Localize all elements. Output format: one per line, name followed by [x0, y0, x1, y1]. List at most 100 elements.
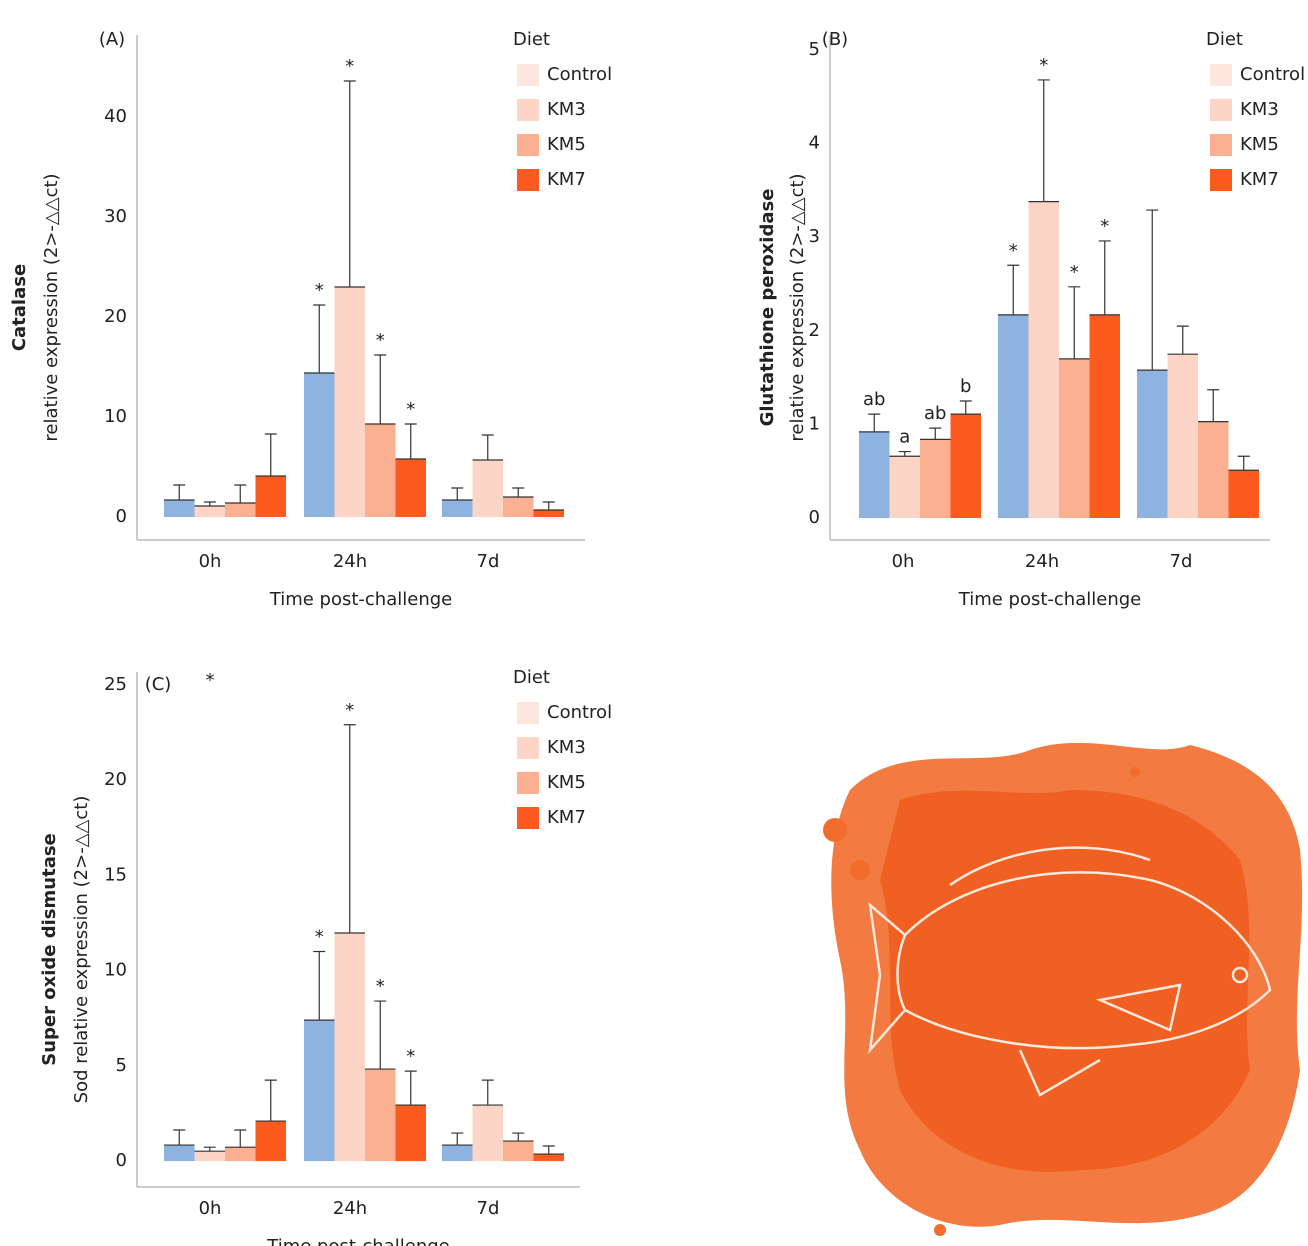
legend-title: Diet	[513, 29, 550, 50]
data-label: *	[1070, 262, 1079, 283]
error-bar	[889, 450, 920, 457]
legend-label: KM7	[1240, 169, 1279, 190]
data-label: *	[1009, 240, 1018, 261]
panel-label: (A)	[99, 29, 125, 50]
y-tick-label: 5	[116, 1055, 127, 1076]
error-bar	[1167, 325, 1198, 355]
x-tick-label: 7d	[477, 551, 500, 572]
data-label: *	[406, 1046, 415, 1067]
bar	[395, 459, 426, 517]
y-tick-label: 5	[809, 39, 820, 60]
bar	[1089, 314, 1120, 519]
data-label: *	[345, 56, 354, 77]
legend-label: KM3	[547, 737, 586, 758]
panel-label: (B)	[822, 29, 848, 50]
x-axis-title: Time post-challenge	[269, 589, 452, 610]
y-tick-label: 10	[104, 960, 127, 981]
legend-swatch	[1210, 64, 1232, 86]
error-bar	[998, 264, 1029, 316]
bar	[225, 1147, 256, 1162]
error-bar	[1137, 209, 1168, 371]
bar	[1059, 358, 1090, 519]
legend-label: KM3	[547, 99, 586, 120]
bar	[859, 431, 890, 519]
x-tick-label: 0h	[892, 551, 915, 572]
error-bar	[920, 427, 951, 440]
legend-swatch	[517, 134, 539, 156]
y-axis-title: Super oxide dismutase	[39, 833, 60, 1066]
legend-swatch	[517, 737, 539, 759]
error-bar	[194, 1146, 225, 1152]
y-axis-label: relative expression (2>-△△ct)	[41, 173, 62, 441]
bar	[164, 1145, 195, 1162]
x-axis-title: Time post-challenge	[958, 589, 1141, 610]
bar	[442, 1145, 473, 1162]
bar	[1228, 470, 1259, 519]
error-bar	[255, 433, 286, 477]
error-bar	[225, 484, 256, 504]
y-axis-title: Catalase	[9, 264, 30, 351]
legend-swatch	[1210, 134, 1232, 156]
bar	[365, 424, 396, 517]
bar	[194, 506, 225, 517]
y-tick-label: 0	[809, 507, 820, 528]
legend-swatch	[517, 702, 539, 724]
bar	[365, 1069, 396, 1162]
data-label: *	[315, 927, 324, 948]
bar	[533, 510, 564, 517]
y-tick-label: 20	[104, 306, 127, 327]
legend-label: KM5	[547, 772, 586, 793]
data-label: *	[1039, 55, 1048, 76]
error-bar	[472, 434, 503, 461]
bar	[225, 503, 256, 517]
x-tick-label: 24h	[333, 1198, 367, 1219]
bar	[304, 1020, 335, 1162]
error-bar	[1089, 240, 1120, 316]
bar	[334, 933, 365, 1162]
y-tick-label: 40	[104, 106, 127, 127]
data-label: ab	[863, 389, 885, 410]
legend-label: KM7	[547, 807, 586, 828]
bar	[1028, 201, 1059, 519]
legend-swatch	[1210, 169, 1232, 191]
y-tick-label: 30	[104, 206, 127, 227]
legend-label: KM5	[1240, 134, 1279, 155]
y-tick-label: 0	[116, 1150, 127, 1171]
error-bar	[1059, 286, 1090, 360]
x-tick-label: 24h	[1025, 551, 1059, 572]
error-bar	[334, 724, 365, 934]
legend-title: Diet	[1206, 29, 1243, 50]
legend-label: KM7	[547, 169, 586, 190]
annotation: *	[206, 670, 215, 691]
error-bar	[395, 1070, 426, 1106]
error-bar	[365, 1000, 396, 1070]
data-label: *	[1100, 216, 1109, 237]
y-tick-label: 0	[116, 506, 127, 527]
error-bar	[503, 1132, 534, 1142]
error-bar	[164, 1129, 195, 1146]
bar	[998, 314, 1029, 519]
error-bar	[533, 501, 564, 511]
bar	[503, 497, 534, 517]
data-label: ab	[924, 403, 946, 424]
bar	[472, 1105, 503, 1162]
y-tick-label: 20	[104, 769, 127, 790]
error-bar	[442, 487, 473, 501]
error-bar	[472, 1079, 503, 1106]
bar	[533, 1154, 564, 1162]
error-bar	[859, 413, 890, 433]
error-bar	[950, 400, 981, 415]
legend-swatch	[517, 772, 539, 794]
data-label: *	[315, 280, 324, 301]
bar	[1167, 354, 1198, 519]
error-bar	[533, 1145, 564, 1155]
legend-swatch	[517, 807, 539, 829]
error-bar	[194, 501, 225, 507]
y-axis-label: Sod relative expression (2>-△△ct)	[71, 796, 92, 1104]
error-bar	[365, 354, 396, 425]
y-tick-label: 15	[104, 864, 127, 885]
bar	[334, 287, 365, 517]
bar	[304, 373, 335, 517]
data-label: *	[376, 976, 385, 997]
bar	[1137, 370, 1168, 519]
